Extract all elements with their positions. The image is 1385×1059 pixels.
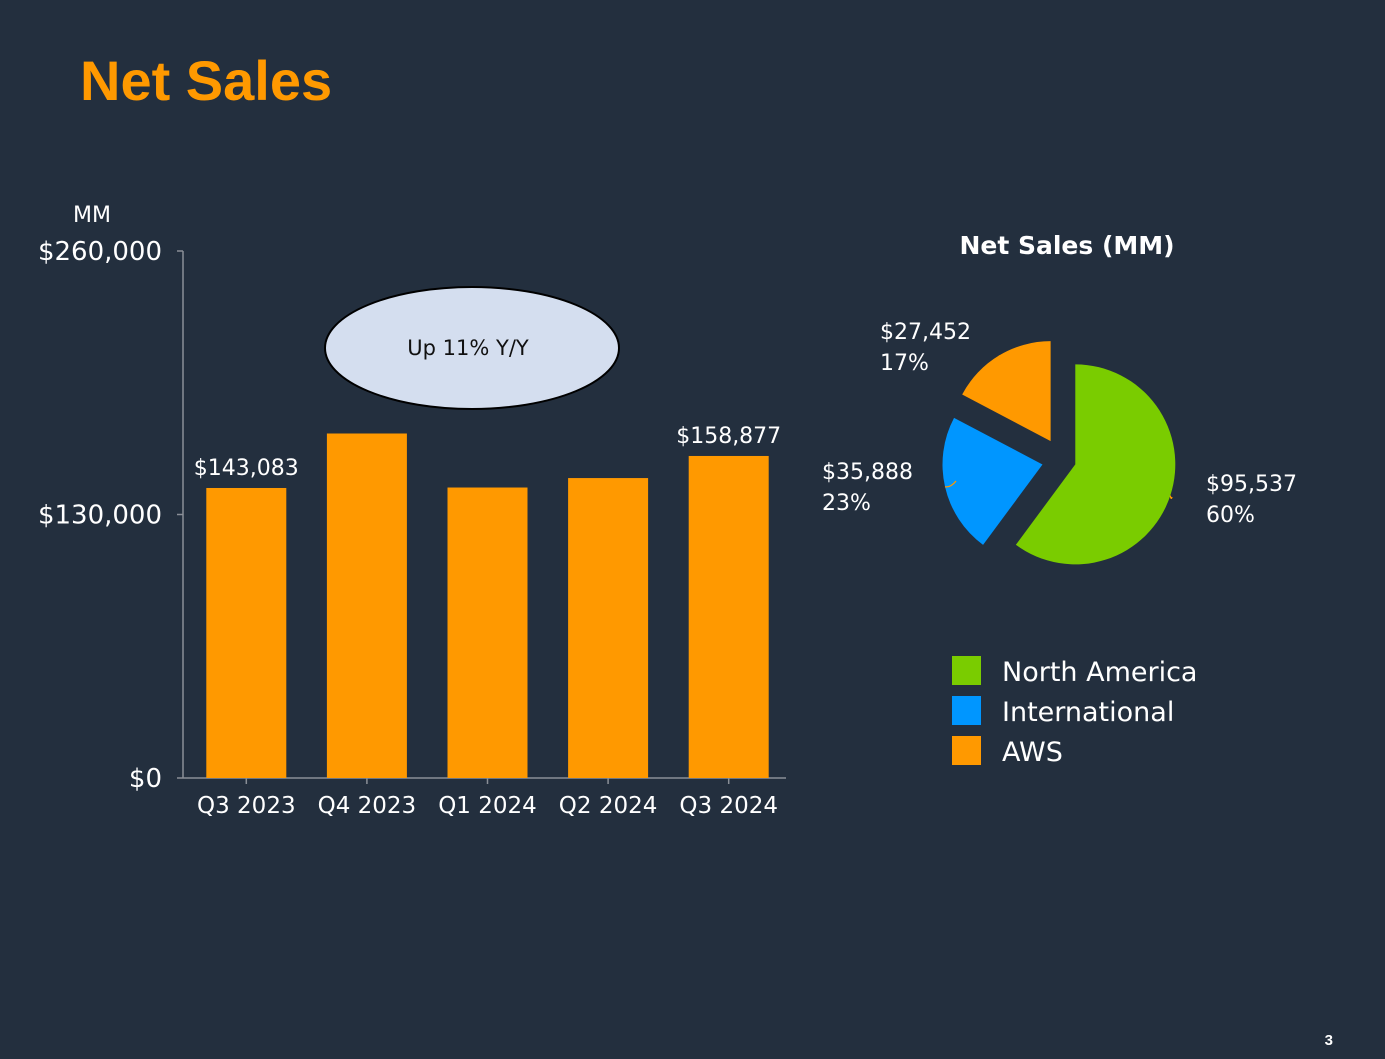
bar-q2-2024 <box>568 478 649 778</box>
pie-value-label: $95,537 <box>1206 472 1297 497</box>
page-number: 3 <box>1324 1032 1333 1049</box>
pie-value-label: $27,452 <box>880 320 971 345</box>
bar-q1-2024 <box>447 487 528 778</box>
callout-text: Up 11% Y/Y <box>407 336 529 360</box>
pie-slice-aws <box>962 341 1051 442</box>
x-tick-label: Q2 2024 <box>559 793 658 819</box>
legend-swatch <box>952 696 981 725</box>
x-tick-label: Q3 2024 <box>679 793 778 819</box>
y-tick-label: $130,000 <box>38 501 162 531</box>
y-tick-label: $260,000 <box>38 237 162 267</box>
pie-title: Net Sales (MM) <box>959 231 1174 260</box>
bar-q3-2023 <box>206 487 287 778</box>
legend-swatch <box>952 656 981 685</box>
pie-pct-label: 17% <box>880 351 929 376</box>
callout-ellipse <box>324 286 620 410</box>
y-unit-label: MM <box>73 203 111 228</box>
bar-data-label: $158,877 <box>676 424 781 449</box>
pie-leader-line <box>944 480 957 488</box>
pie-value-label: $35,888 <box>822 460 913 485</box>
y-tick-label: $0 <box>129 764 162 794</box>
legend-swatch <box>952 736 981 765</box>
x-tick-label: Q4 2023 <box>318 793 417 819</box>
legend-label: North America <box>1002 657 1197 688</box>
legend-label: AWS <box>1002 737 1063 768</box>
pie-pct-label: 60% <box>1206 503 1255 528</box>
bar-chart: MM $0 $130,000 $260,000 Q3 2023 $143,083 Q4 20… <box>38 203 786 819</box>
pie-leader-line <box>1169 495 1173 500</box>
legend-label: International <box>1002 697 1174 728</box>
pie-slice-north-america <box>1015 364 1176 565</box>
x-tick-label: Q3 2023 <box>197 793 296 819</box>
slide-title: Net Sales <box>80 49 333 112</box>
x-tick-label: Q1 2024 <box>438 793 537 819</box>
bar-data-label: $143,083 <box>194 456 299 481</box>
pie-slice-international <box>942 417 1043 545</box>
pie-leader-line <box>998 354 1006 358</box>
bar-q3-2024 <box>688 455 769 778</box>
bar-q4-2023 <box>326 433 407 778</box>
pie-pct-label: 23% <box>822 491 871 516</box>
